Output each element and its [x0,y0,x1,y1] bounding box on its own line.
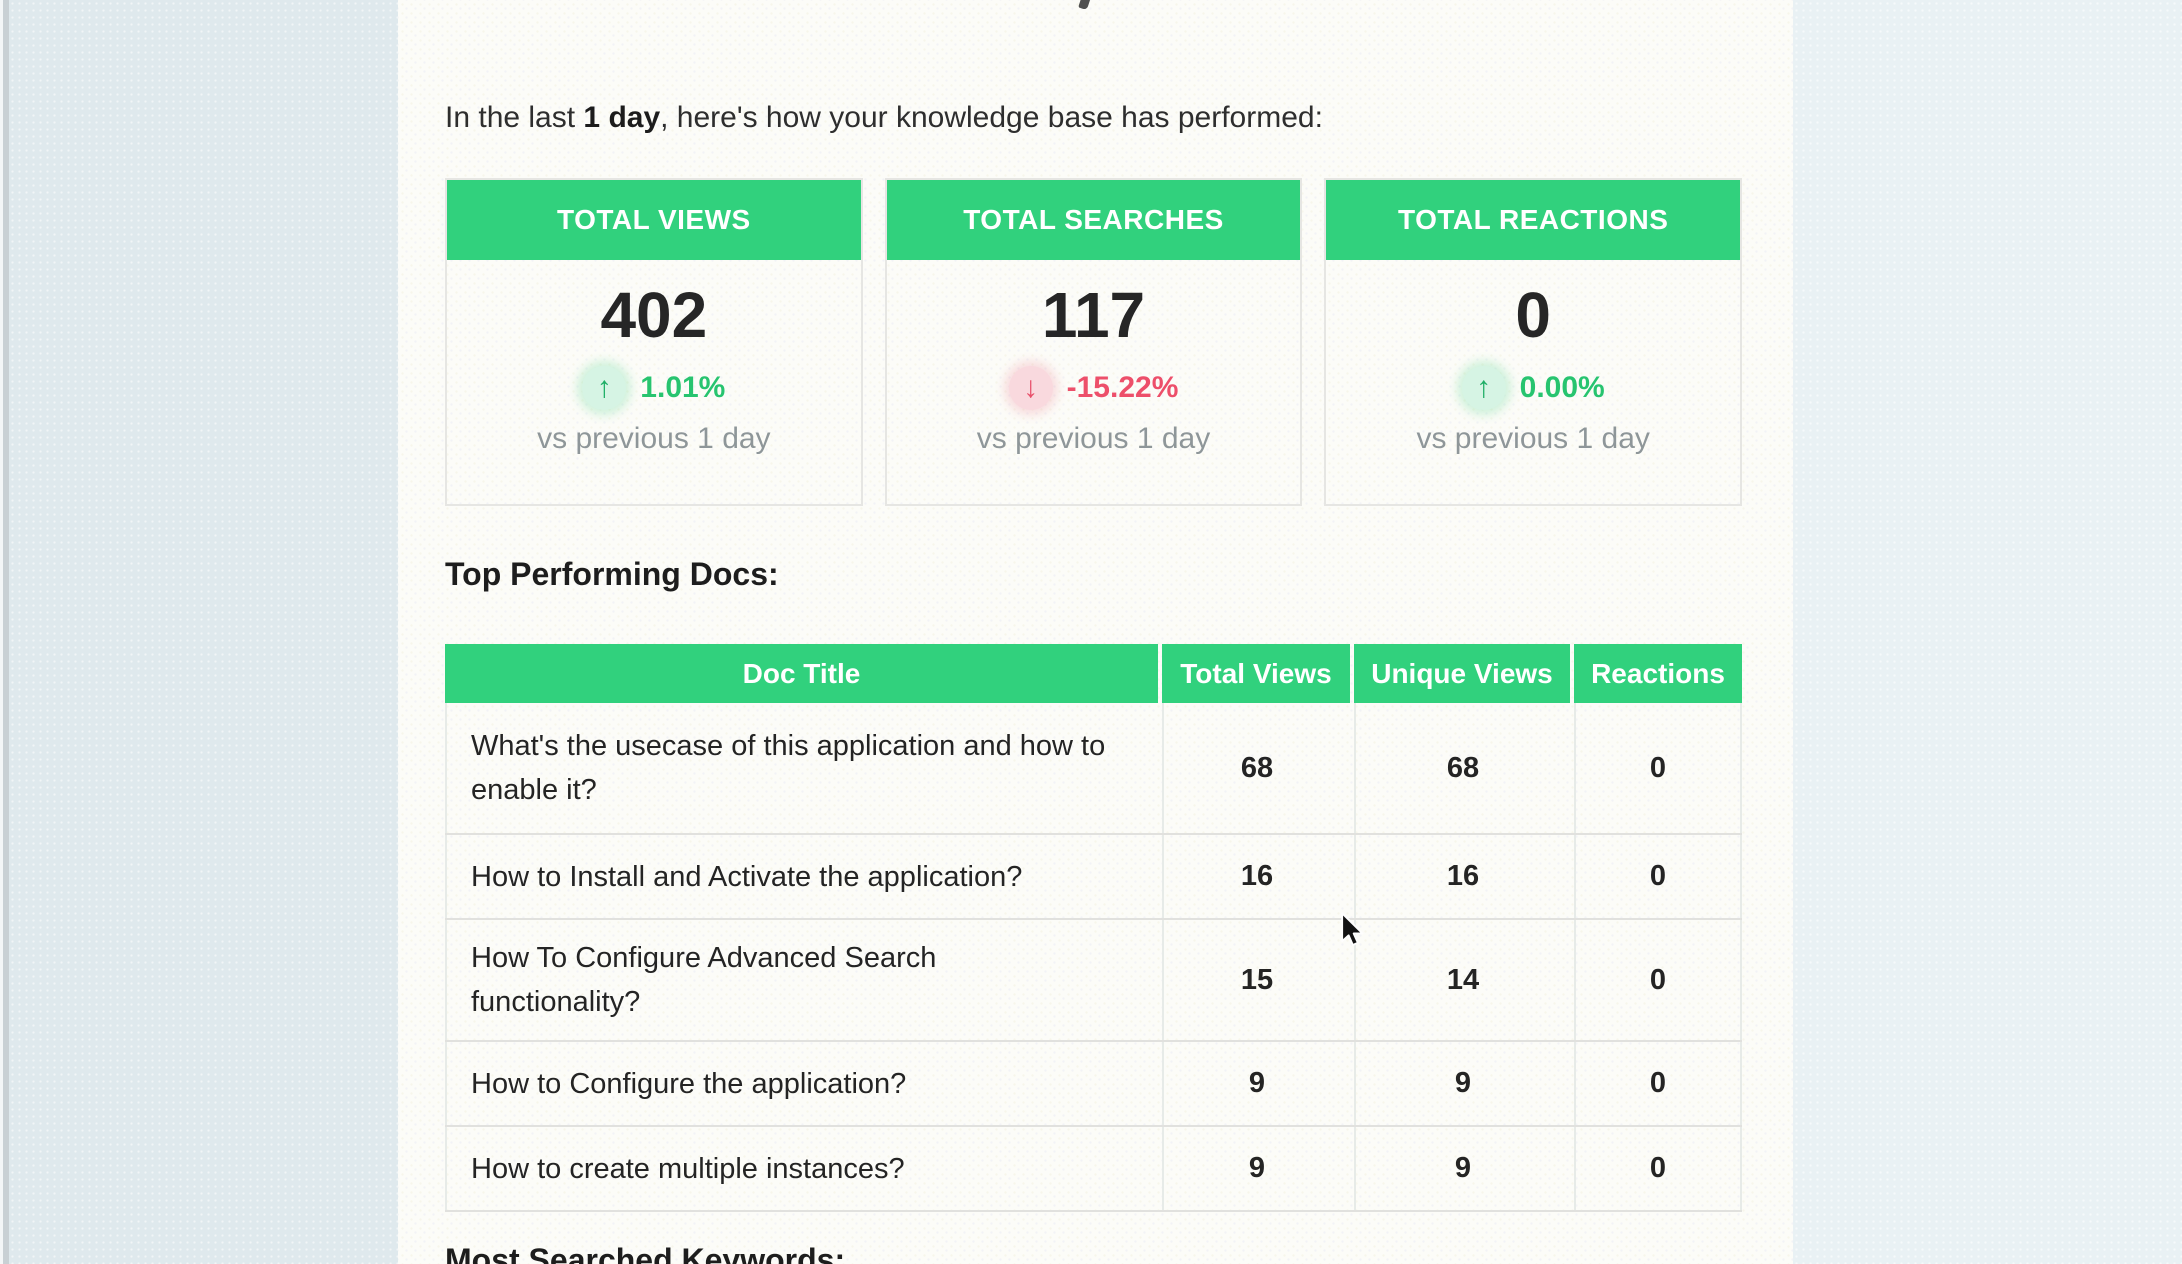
stat-card-total-reactions: TOTAL REACTIONS 0 ↑ 0.00% vs previous 1 … [1324,178,1743,506]
change-percent: -15.22% [1066,371,1179,404]
stat-card-title: TOTAL REACTIONS [1326,180,1741,260]
stat-card-body: 0 ↑ 0.00% vs previous 1 day [1326,278,1740,504]
stat-cards-row: TOTAL VIEWS 402 ↑ 1.01% vs previous 1 da… [445,178,1743,506]
column-header-doc-title: Doc Title [445,644,1158,703]
column-header-reactions: Reactions [1574,644,1742,703]
stat-card-value: 0 [1515,279,1551,351]
right-background-margin [1793,0,2182,1264]
doc-title-cell: How To Configure Advanced Search functio… [445,920,1158,1040]
window-left-edge [3,0,9,1264]
total-views-cell: 9 [1162,1042,1350,1125]
reactions-cell: 0 [1574,835,1742,918]
table-row: How to create multiple instances? 9 9 0 [445,1127,1742,1212]
column-header-unique-views: Unique Views [1354,644,1570,703]
stat-card-body: 402 ↑ 1.01% vs previous 1 day [447,278,861,504]
stat-card-title: TOTAL SEARCHES [886,180,1301,260]
stat-card-title: TOTAL VIEWS [447,180,861,260]
total-views-cell: 15 [1162,920,1350,1040]
total-views-cell: 68 [1162,703,1350,833]
reactions-cell: 0 [1574,1127,1742,1210]
unique-views-cell: 16 [1354,835,1570,918]
unique-views-cell: 9 [1354,1042,1570,1125]
intro-text: In the last 1 day, here's how your knowl… [445,96,1323,140]
reactions-cell: 0 [1574,920,1742,1040]
doc-title-cell: What's the usecase of this application a… [445,703,1158,833]
left-background-margin [9,0,398,1264]
table-row: How to Install and Activate the applicat… [445,835,1742,920]
stat-card-value: 117 [1041,279,1146,351]
intro-period: 1 day [583,101,661,134]
down-arrow-icon: ↓ [1008,366,1053,410]
compare-period-label: vs previous 1 day [537,422,771,455]
change-percent: 0.00% [1519,371,1605,404]
table-header-row: Doc Title Total Views Unique Views React… [445,644,1742,703]
stat-card-total-views: TOTAL VIEWS 402 ↑ 1.01% vs previous 1 da… [445,178,863,506]
table-row: How To Configure Advanced Search functio… [445,920,1742,1042]
compare-period-label: vs previous 1 day [1416,422,1650,455]
change-percent: 1.01% [640,371,726,404]
email-report-body: In the last 1 day, here's how your knowl… [398,0,1793,1264]
unique-views-cell: 14 [1354,920,1570,1040]
stat-card-change: ↑ 1.01% [447,366,861,410]
clipped-heading-remnant [1078,0,1091,11]
reactions-cell: 0 [1574,1042,1742,1125]
doc-title-cell: How to create multiple instances? [445,1127,1158,1210]
table-row: How to Configure the application? 9 9 0 [445,1042,1742,1127]
intro-suffix: , here's how your knowledge base has per… [660,101,1323,134]
doc-title-cell: How to Configure the application? [445,1042,1158,1125]
up-arrow-icon: ↑ [582,366,627,410]
stat-card-total-searches: TOTAL SEARCHES 117 ↓ -15.22% vs previous… [884,178,1303,506]
reactions-cell: 0 [1574,703,1742,833]
top-performing-docs-heading: Top Performing Docs: [445,556,779,592]
doc-title-cell: How to Install and Activate the applicat… [445,835,1158,918]
unique-views-cell: 68 [1354,703,1570,833]
window-left-sliver [0,0,3,1264]
compare-period-label: vs previous 1 day [976,422,1211,455]
top-docs-table: Doc Title Total Views Unique Views React… [445,644,1742,1212]
stat-card-body: 117 ↓ -15.22% vs previous 1 day [887,278,1301,504]
most-searched-keywords-heading: Most Searched Keywords: [445,1242,846,1264]
stat-card-value: 402 [600,279,708,351]
table-row: What's the usecase of this application a… [445,703,1742,835]
stat-card-change: ↓ -15.22% [887,366,1301,410]
column-header-total-views: Total Views [1162,644,1350,703]
total-views-cell: 9 [1162,1127,1350,1210]
unique-views-cell: 9 [1354,1127,1570,1210]
total-views-cell: 16 [1162,835,1350,918]
intro-prefix: In the last [445,101,584,134]
stat-card-change: ↑ 0.00% [1326,366,1740,410]
up-arrow-icon: ↑ [1461,366,1506,410]
